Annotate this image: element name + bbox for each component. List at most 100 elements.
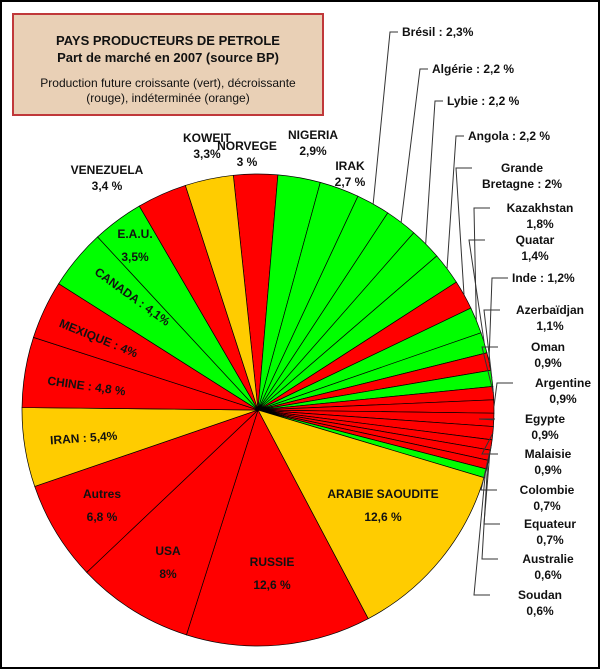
slice-label-line: 3,3%: [193, 147, 221, 161]
slice-label-line: 6,8 %: [87, 510, 118, 524]
slice-label-line: Autres: [83, 487, 121, 501]
slice-label: IRAK 2,7 %: [335, 159, 366, 189]
legend-note-line2: (rouge), indéterminée (orange): [86, 91, 250, 105]
slice-label-line: Lybie : 2,2 %: [447, 94, 520, 108]
slice-label-line: 0,9%: [531, 428, 559, 442]
slice-label: NIGERIA 2,9%: [288, 128, 338, 158]
slice-label-line: 0,7%: [536, 533, 564, 547]
slice-label: Equateur 0,7%: [524, 517, 576, 547]
slice-label: KOWEIT 3,3%: [183, 131, 232, 161]
legend-note-line1: Production future croissante (vert), déc…: [40, 76, 296, 90]
slice-label: Egypte 0,9%: [525, 412, 565, 442]
slice-label: IRAN : 5,4%: [50, 429, 118, 448]
chart-title: PAYS PRODUCTEURS DE PETROLE: [56, 33, 280, 48]
chart-subtitle: Part de marché en 2007 (source BP): [57, 50, 279, 65]
leader-line: [480, 444, 497, 491]
slice-label-line: USA: [155, 544, 181, 558]
slice-label: ARABIE SAOUDITE 12,6 %: [327, 487, 438, 524]
slice-label: Malaisie 0,9%: [525, 447, 572, 477]
slice-label-line: 1,8%: [526, 217, 554, 231]
slice-label-line: 8%: [159, 567, 177, 581]
slice-label: Kazakhstan 1,8%: [507, 201, 574, 231]
pie-slice: [186, 409, 369, 647]
slice-label-line: 12,6 %: [364, 510, 402, 524]
leader-line: [446, 135, 464, 269]
slice-label-line: NIGERIA: [288, 128, 338, 142]
slice-label-line: Australie: [522, 552, 574, 566]
slice-label-line: 2,7 %: [335, 175, 366, 189]
leader-line: [483, 309, 500, 379]
leader-line: [481, 432, 498, 455]
slice-label: Quatar 1,4%: [516, 233, 555, 263]
slice-label: Angola : 2,2 %: [468, 129, 550, 143]
leader-line: [425, 100, 443, 244]
slice-label-line: 0,6%: [526, 604, 554, 618]
slice-label-line: 0,6%: [534, 568, 562, 582]
slice-label: Australie 0,6%: [522, 552, 574, 582]
slice-label-line: 2,9%: [299, 144, 327, 158]
slice-label: RUSSIE 12,6 %: [250, 555, 295, 592]
leader-line: [455, 167, 472, 295]
slice-label-line: 0,9%: [549, 392, 577, 406]
slice-label-line: Egypte: [525, 412, 565, 426]
slice-label-line: Soudan: [518, 588, 562, 602]
slice-label: Azerbaïdjan 1,1%: [516, 303, 584, 333]
slice-label-line: IRAK: [335, 159, 365, 173]
slice-label-line: Azerbaïdjan: [516, 303, 584, 317]
pie-slice: [257, 409, 485, 620]
slice-label-line: Colombie: [520, 483, 575, 497]
slice-label-line: 12,6 %: [253, 578, 291, 592]
leader-line: [473, 473, 490, 596]
slice-label-line: Argentine: [535, 376, 591, 390]
leader-line: [468, 239, 485, 343]
leader-line: [400, 68, 428, 223]
slice-label: E.A.U. 3,5%: [117, 227, 152, 264]
slice-label: Brésil : 2,3%: [402, 25, 474, 39]
slice-label: USA 8%: [155, 544, 181, 581]
slice-label: Inde : 1,2%: [512, 271, 575, 285]
slice-label-line: Brésil : 2,3%: [402, 25, 474, 39]
slice-label-line: VENEZUELA: [71, 163, 144, 177]
slice-label-line: NORVEGE: [217, 139, 277, 153]
legend-note: Production future croissante (vert), déc…: [14, 76, 322, 106]
pie-slice: [86, 409, 259, 636]
leader-line: [473, 207, 490, 321]
slice-label-line: Bretagne : 2%: [482, 177, 562, 191]
slice-label: Algérie : 2,2 %: [432, 62, 514, 76]
pie-slice: [184, 174, 259, 411]
slice-label: VENEZUELA 3,4 %: [71, 163, 144, 193]
slice-label-line: KOWEIT: [183, 131, 232, 145]
leader-line: [488, 277, 508, 362]
slice-label-line: Grande: [501, 161, 543, 175]
slice-label-line: Oman: [531, 340, 565, 354]
slice-label-line: 0,9%: [534, 463, 562, 477]
slice-label-line: Quatar: [516, 233, 555, 247]
slice-label: Lybie : 2,2 %: [447, 94, 520, 108]
slice-label-line: Kazakhstan: [507, 201, 574, 215]
slice-label-line: IRAN : 5,4%: [50, 429, 118, 448]
title-box: PAYS PRODUCTEURS DE PETROLE Part de marc…: [12, 13, 324, 116]
slice-label-line: 0,9%: [534, 356, 562, 370]
slice-label-line: 3,5%: [121, 250, 149, 264]
slice-label-line: 1,4%: [521, 249, 549, 263]
slice-label-line: 0,7%: [533, 499, 561, 513]
slice-label-line: Equateur: [524, 517, 576, 531]
slice-label-line: 3 %: [237, 155, 258, 169]
slice-label: Soudan 0,6%: [518, 588, 562, 618]
slice-label-line: Algérie : 2,2 %: [432, 62, 514, 76]
slice-label-line: Inde : 1,2%: [512, 271, 575, 285]
leader-line: [372, 31, 398, 205]
slice-label: Argentine 0,9%: [535, 376, 591, 406]
slice-label-line: Malaisie: [525, 447, 572, 461]
leader-line: [493, 382, 513, 407]
slice-label: Grande Bretagne : 2%: [482, 161, 562, 191]
leader-line: [478, 418, 495, 421]
slice-label-line: RUSSIE: [250, 555, 295, 569]
slice-label-line: 3,4 %: [92, 179, 123, 193]
slice-label-line: Angola : 2,2 %: [468, 129, 550, 143]
slice-label-line: ARABIE SAOUDITE: [327, 487, 438, 501]
leader-line: [481, 346, 498, 394]
slice-label: Colombie 0,7%: [520, 483, 575, 513]
slice-label-line: E.A.U.: [117, 227, 152, 241]
